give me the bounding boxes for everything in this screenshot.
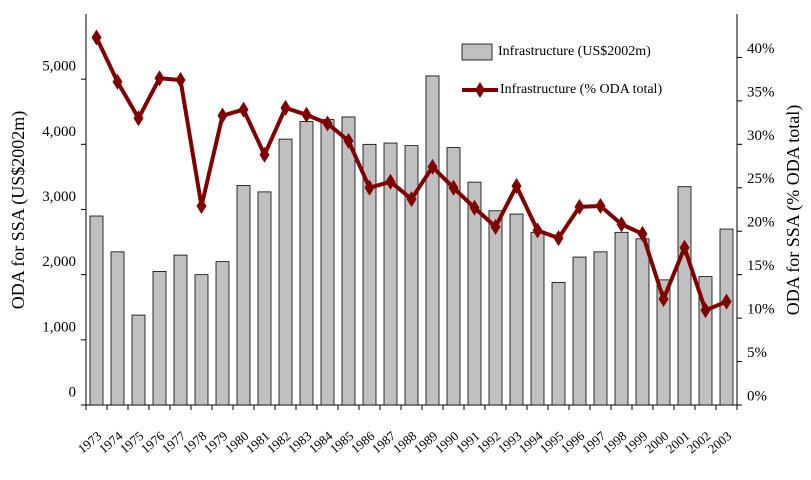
marker [490,218,501,235]
marker [658,290,669,307]
marker [322,115,333,132]
marker [427,158,438,175]
legend-label: Infrastructure (US$2002m) [498,44,651,59]
marker [637,225,648,242]
y2-tick-label: 10% [747,302,775,318]
bar [110,251,125,406]
bar [593,251,608,406]
bar [446,147,461,406]
bar [236,184,251,406]
bar [131,314,146,406]
marker [280,99,291,116]
bar [383,142,398,406]
legend-label: Infrastructure (% ODA total) [500,82,662,97]
marker [364,179,375,196]
bar [551,282,566,406]
marker [406,191,417,208]
y2-tick-label: 0% [747,388,767,404]
marker [385,173,396,190]
marker [448,179,459,196]
marker [133,110,144,127]
bar [404,145,419,406]
y2-tick-label: 25% [747,171,775,187]
y-tick-label: 5,000 [42,59,76,75]
bar [719,228,734,406]
legend-swatch [461,43,493,61]
marker [721,293,732,310]
marker [259,146,270,163]
marker [343,132,354,149]
bar [467,181,482,406]
y-tick-label: 3,000 [42,189,76,205]
bar [257,191,272,406]
y-tick-label: 1,000 [42,319,76,335]
marker [511,178,522,195]
y2-axis-title: ODA for SSA (% ODA total) [783,105,804,316]
bar [320,119,335,406]
marker [532,222,543,239]
y2-tick-label: 15% [747,258,775,274]
marker [175,72,186,89]
bar [635,238,650,406]
bar [509,213,524,406]
y2-tick-label: 40% [747,41,775,57]
bar [215,261,230,406]
y2-tick-label: 20% [747,215,775,231]
marker [217,107,228,124]
y2-tick-label: 35% [747,84,775,100]
marker [574,198,585,215]
y-tick-label: 4,000 [42,124,76,140]
bar [299,121,314,406]
bar [278,138,293,406]
bar [194,274,209,406]
marker [154,70,165,87]
bar [362,143,377,406]
marker [700,302,711,319]
y-tick-label: 2,000 [42,254,76,270]
bar [173,254,188,406]
x-tick-label: 2003 [705,428,735,456]
bar [614,231,629,406]
marker [301,106,312,123]
marker [112,73,123,90]
marker [91,29,102,46]
marker [616,216,627,233]
bar [656,279,671,406]
marker [679,239,690,256]
bar [425,75,440,406]
y2-tick-label: 5% [747,345,767,361]
bar [530,231,545,406]
bar [341,116,356,406]
bar [89,215,104,406]
bar [152,271,167,406]
marker [196,198,207,215]
legend-marker [475,82,485,98]
y2-tick-label: 30% [747,128,775,144]
y-tick-label: 0 [69,384,77,400]
bar [677,186,692,406]
y-axis-title: ODA for SSA (US$2002m) [8,111,29,310]
marker [595,198,606,215]
marker [553,230,564,247]
marker [469,199,480,216]
bar [488,210,503,406]
bar [572,256,587,406]
marker [238,101,249,118]
